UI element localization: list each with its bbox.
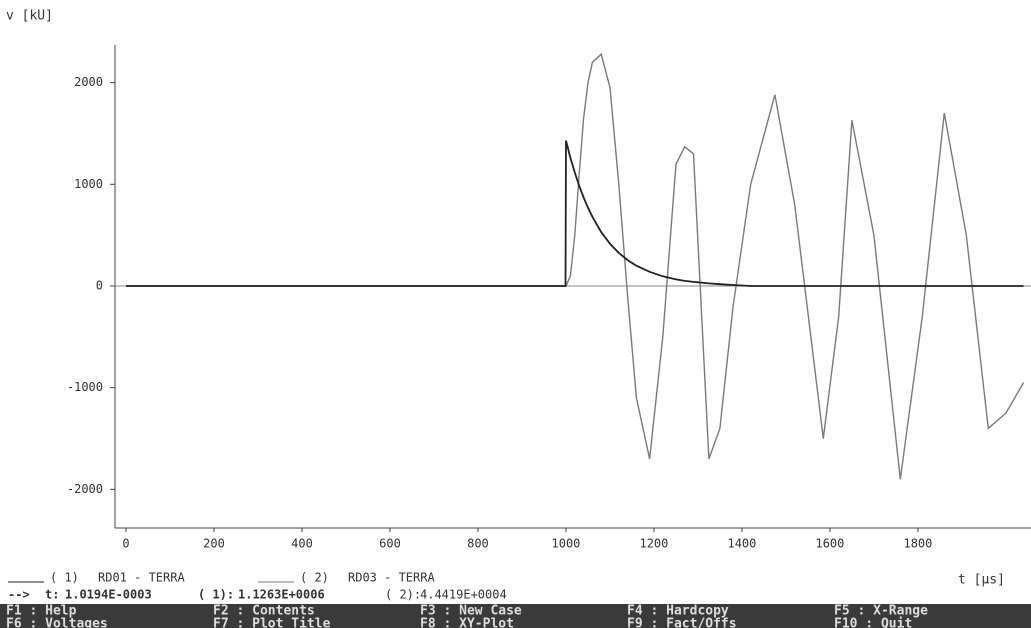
x-tick-label: 400 (291, 537, 313, 551)
menu-item[interactable]: F9 : Fact/Offs (627, 617, 737, 628)
legend-label: RD03 - TERRA (348, 571, 435, 585)
status-text: 1.0194E-0003 (65, 588, 152, 602)
x-tick-label: 1800 (903, 537, 932, 551)
status-text: ( 2): (385, 588, 421, 602)
legend-marker: ( 2) (300, 571, 329, 585)
menu-item[interactable]: F5 : X-Range (834, 604, 928, 619)
x-tick-label: 1600 (815, 537, 844, 551)
y-tick-label: -1000 (67, 380, 103, 394)
x-tick-label: 1000 (552, 537, 581, 551)
menu: F1 : Help F2 : Contents F3 : New Case F4 : … (6, 604, 928, 628)
y-axis-label: v [kU] (6, 9, 53, 24)
menu-bar (0, 604, 1031, 628)
y-tick-label: 1000 (74, 177, 103, 191)
legend-marker: ( 1) (50, 571, 79, 585)
menu-item[interactable]: F6 : Voltages (6, 617, 108, 628)
x-tick-label: 1400 (727, 537, 756, 551)
status-text: --> (8, 588, 30, 602)
x-axis-label: t [μs] (958, 573, 1005, 588)
menu-item[interactable]: F4 : Hardcopy (627, 604, 729, 619)
y-tick-label: 2000 (74, 75, 103, 89)
y-tick-label: -2000 (67, 482, 103, 496)
x-tick-label: 800 (467, 537, 489, 551)
menu-item[interactable]: F3 : New Case (420, 604, 522, 619)
status-text: 1.1263E+0006 (238, 588, 325, 602)
x-tick-label: 1200 (639, 537, 668, 551)
x-tick-label: 200 (203, 537, 225, 551)
menu-item[interactable]: F1 : Help (6, 604, 77, 619)
status-text: 4.4419E+0004 (420, 588, 507, 602)
status-text: ( 1): (198, 588, 234, 602)
x-tick-label: 600 (379, 537, 401, 551)
menu-item[interactable]: F2 : Contents (213, 604, 315, 619)
legend-label: RD01 - TERRA (98, 571, 185, 585)
status-text: t: (45, 588, 59, 602)
y-tick-label: 0 (96, 278, 103, 292)
x-tick-label: 0 (122, 537, 129, 551)
menu-item[interactable]: F8 : XY-Plot (420, 617, 514, 628)
series-line (126, 140, 1024, 287)
menu-item[interactable]: F7 : Plot Title (213, 617, 331, 628)
menu-item[interactable]: F10 : Quit (834, 617, 912, 628)
series-line (126, 52, 1025, 480)
